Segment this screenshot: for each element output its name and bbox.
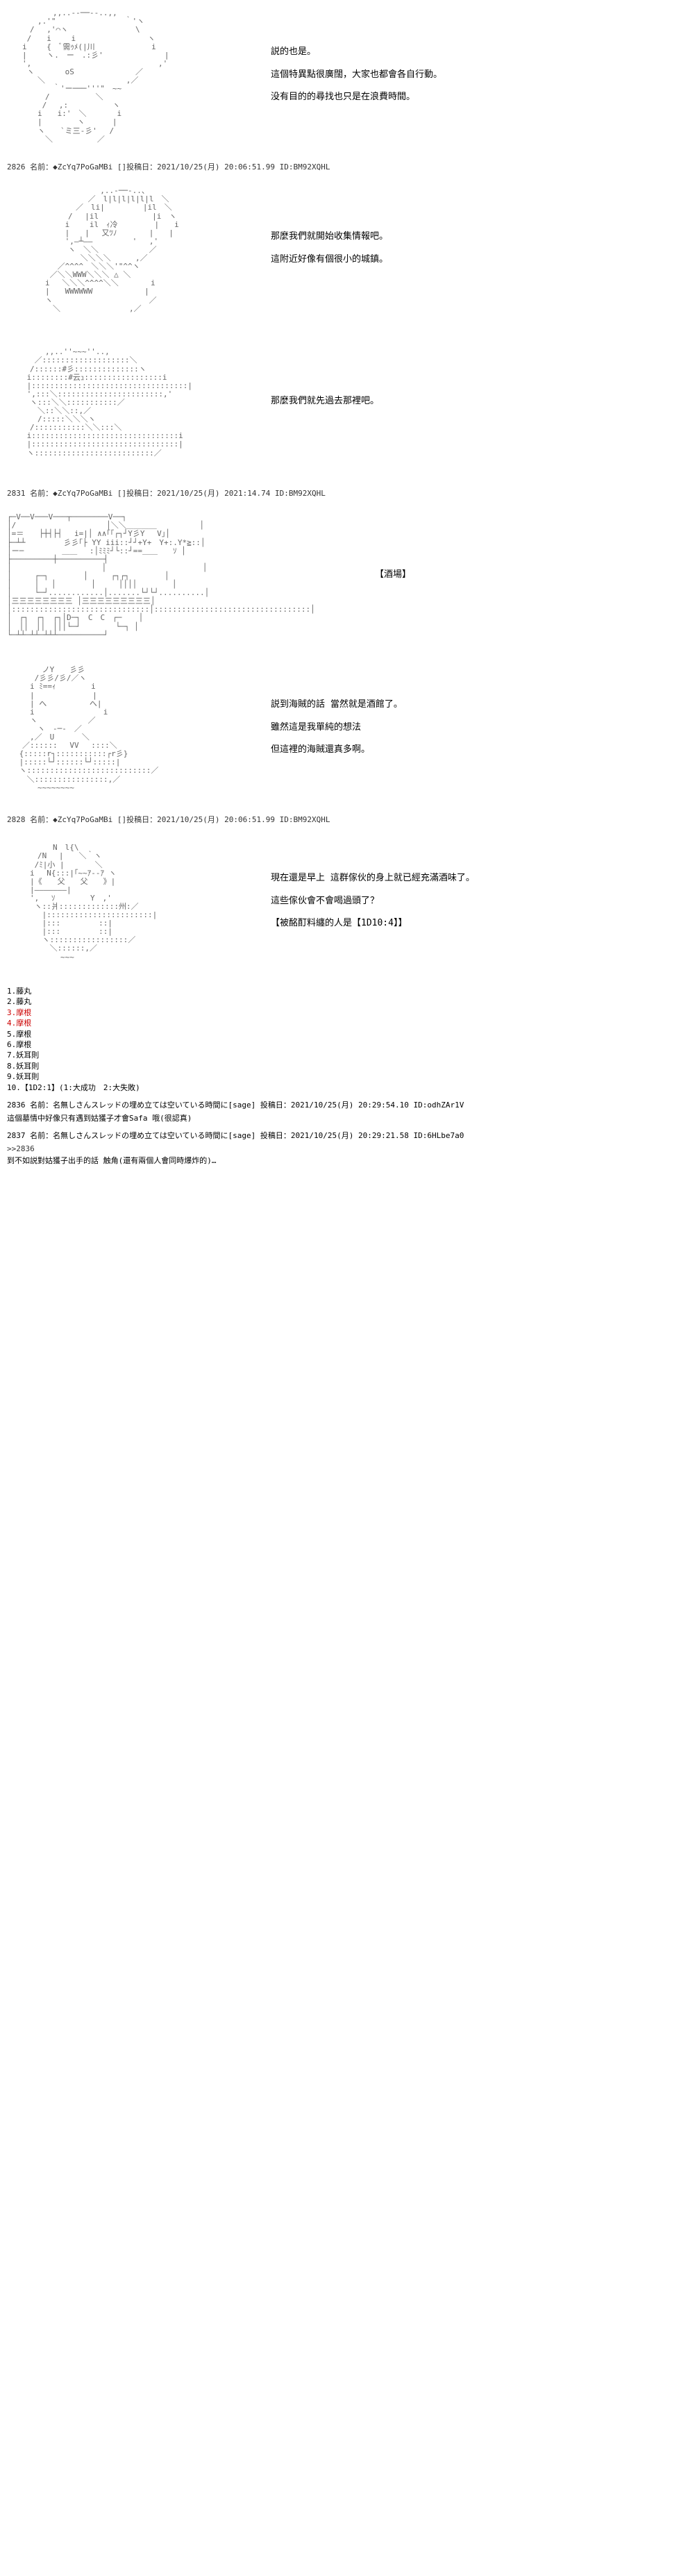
story-panel: ノY 彡彡 /彡彡/彡/／ヽ i ﾐ==ｨ i | | | へ へ| i i ヽ… xyxy=(7,660,690,798)
dialogue-line: 這附近好像有個很小的城鎮。 xyxy=(271,250,388,270)
dice-item: 5.摩根 xyxy=(7,1029,690,1039)
dialogue-line: 【被酩酊料纏的人是【1D10:4】】 xyxy=(271,914,475,934)
dialogue-text: 説到海賊的話 當然就是酒館了。雖然這是我單純的想法但這裡的海賊還真多啊。 xyxy=(271,695,403,763)
ascii-art: N l{\ /N | ＼｀ヽ /ﾐ|小 | ＼ i N{:::|｢~~ｱ--ｱ … xyxy=(7,844,250,961)
comment-header: 2837 名前：名無しさんスレッドの埋め立ては空いている時間に[sage] 投稿… xyxy=(7,1130,690,1142)
ascii-art: ,,..--──--..,, ,.'" ｀'ヽ / ,'⌒ヽ \ / i i ヽ… xyxy=(7,9,250,144)
dialogue-line: 説的也是。 xyxy=(271,42,442,62)
dice-item: 9.妖耳則 xyxy=(7,1071,690,1082)
post-header: 2826 名前：◆ZcYq7PoGaMBi []投稿日：2021/10/25(月… xyxy=(7,160,690,174)
comment-body: >>2836到不如説對姑獲子出手的話 触角(還有兩個人會同時爆炸的)… xyxy=(7,1144,690,1166)
story-panel: ,..-──-..、 ／ l|l|l|l|l|l ＼ ／ li| |il ＼ /… xyxy=(7,181,690,319)
dialogue-line: 雖然這是我單純的想法 xyxy=(271,718,403,738)
dialogue-line: 那麼我們就先過去那裡吧。 xyxy=(271,392,379,412)
comment-post: 2837 名前：名無しさんスレッドの埋め立ては空いている時間に[sage] 投稿… xyxy=(7,1130,690,1167)
story-panel: ┌─V──V───V───┬────────V──┐ │/ │＼＼＿＿＿＿ │ … xyxy=(7,507,690,646)
comment-body: 這個墓情中好像只有遇到姑獲子才會Safa 哦(很認真) xyxy=(7,1113,690,1125)
dialogue-line: 現在還是早上 這群傢伙的身上就已經充滿酒味了。 xyxy=(271,869,475,889)
dialogue-text: 現在還是早上 這群傢伙的身上就已經充滿酒味了。這些傢伙會不會喝過頭了？【被酩酊料… xyxy=(271,869,475,937)
ascii-art: ,..-──-..、 ／ l|l|l|l|l|l ＼ ／ li| |il ＼ /… xyxy=(7,187,250,312)
post-header: 2831 名前：◆ZcYq7PoGaMBi []投稿日：2021/10/25(月… xyxy=(7,486,690,500)
dice-item: 7.妖耳則 xyxy=(7,1050,690,1060)
ascii-art: ┌─V──V───V───┬────────V──┐ │/ │＼＼＿＿＿＿ │ … xyxy=(7,513,354,639)
dialogue-text: 説的也是。這個特異點很廣闊，大家也都會各自行動。没有目的的尋找也只是在浪費時間。 xyxy=(271,42,442,110)
story-panel: ,,..''~~~''.., ／:::::::::::::::::::＼ /::… xyxy=(7,333,690,472)
dice-item: 1.藤丸 xyxy=(7,986,690,996)
dice-item: 4.摩根 xyxy=(7,1018,690,1028)
dice-item: 3.摩根 xyxy=(7,1007,690,1018)
dice-item: 8.妖耳則 xyxy=(7,1061,690,1071)
post-header: 2828 名前：◆ZcYq7PoGaMBi []投稿日：2021/10/25(月… xyxy=(7,812,690,826)
comment-text: 到不如説對姑獲子出手的話 触角(還有兩個人會同時爆炸的)… xyxy=(7,1155,690,1167)
story-panel: N l{\ /N | ＼｀ヽ /ﾐ|小 | ＼ i N{:::|｢~~ｱ--ｱ … xyxy=(7,833,690,972)
story-panel: ,,..--──--..,, ,.'" ｀'ヽ / ,'⌒ヽ \ / i i ヽ… xyxy=(7,7,690,146)
dialogue-text: 【酒場】 xyxy=(375,565,411,588)
dialogue-text: 那麼我們就開始收集情報吧。這附近好像有個很小的城鎮。 xyxy=(271,227,388,272)
comment-post: 2836 名前：名無しさんスレッドの埋め立ては空いている時間に[sage] 投稿… xyxy=(7,1100,690,1125)
dialogue-text: 那麼我們就先過去那裡吧。 xyxy=(271,392,379,415)
comment-text: 這個墓情中好像只有遇到姑獲子才會Safa 哦(很認真) xyxy=(7,1113,690,1125)
dice-item: 10.【1D2:1】(1:大成功 2:大失敗) xyxy=(7,1082,690,1093)
dialogue-line: 【酒場】 xyxy=(375,565,411,585)
dialogue-line: 説到海賊的話 當然就是酒館了。 xyxy=(271,695,403,715)
dialogue-line: 没有目的的尋找也只是在浪費時間。 xyxy=(271,87,442,108)
dialogue-line: 那麼我們就開始收集情報吧。 xyxy=(271,227,388,247)
comment-ref[interactable]: >>2836 xyxy=(7,1144,690,1155)
ascii-art: ,,..''~~~''.., ／:::::::::::::::::::＼ /::… xyxy=(7,348,250,457)
dice-results: 1.藤丸2.藤丸3.摩根4.摩根5.摩根6.摩根7.妖耳則8.妖耳則9.妖耳則1… xyxy=(7,986,690,1093)
dialogue-line: 這些傢伙會不會喝過頭了？ xyxy=(271,892,475,912)
comment-header: 2836 名前：名無しさんスレッドの埋め立ては空いている時間に[sage] 投稿… xyxy=(7,1100,690,1112)
dice-item: 6.摩根 xyxy=(7,1039,690,1050)
dialogue-line: 這個特異點很廣闊，大家也都會各自行動。 xyxy=(271,65,442,85)
dice-item: 2.藤丸 xyxy=(7,996,690,1007)
ascii-art: ノY 彡彡 /彡彡/彡/／ヽ i ﾐ==ｨ i | | | へ へ| i i ヽ… xyxy=(7,666,250,792)
dialogue-line: 但這裡的海賊還真多啊。 xyxy=(271,740,403,760)
